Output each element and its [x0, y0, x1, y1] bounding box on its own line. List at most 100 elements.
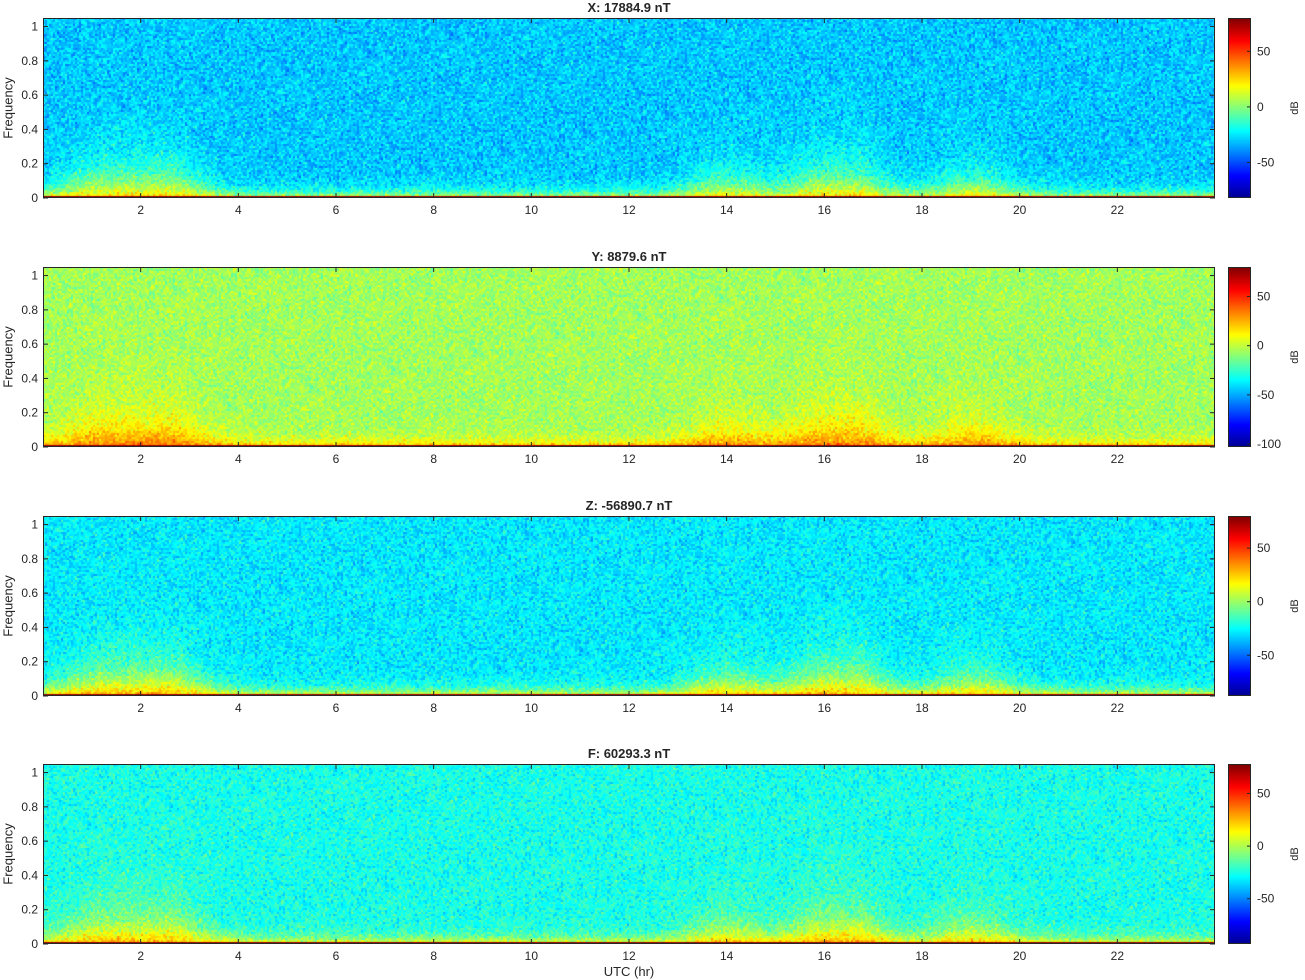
y-tick-label: 0.2: [21, 157, 38, 171]
colorbar-tick-label: 0: [1257, 839, 1264, 853]
y-tick-label: 0: [31, 191, 38, 205]
x-tick-label: 10: [525, 949, 539, 963]
colorbar-frame: [1228, 516, 1251, 696]
colorbar-frame: [1228, 267, 1251, 447]
spectrogram-heatmap: [43, 18, 1215, 198]
colorbar-label: dB: [1289, 847, 1301, 861]
x-tick-label: 18: [915, 949, 929, 963]
x-tick-label: 2: [137, 949, 144, 963]
y-tick-label: 0.6: [21, 88, 38, 102]
x-tick-label: 22: [1111, 203, 1125, 217]
y-tick-label: 0.2: [21, 655, 38, 669]
panel-title: F: 60293.3 nT: [587, 746, 671, 761]
colorbar-tick-label: 0: [1257, 339, 1264, 353]
x-tick-label: 6: [333, 452, 340, 466]
x-tick-label: 20: [1013, 203, 1027, 217]
x-tick-label: 18: [915, 452, 929, 466]
x-tick-label: 12: [622, 701, 636, 715]
y-tick-label: 0.6: [21, 337, 38, 351]
y-axis-label: Frequency: [0, 575, 16, 637]
spectrogram-heatmap: [43, 267, 1215, 447]
colorbar-tick-label: 50: [1257, 290, 1271, 304]
x-tick-label: 20: [1013, 701, 1027, 715]
colorbar-tick-label: 50: [1257, 786, 1271, 800]
x-tick-label: 4: [235, 452, 242, 466]
colorbar-tick-label: -50: [1257, 648, 1275, 662]
colorbar: [1228, 516, 1251, 696]
x-axis-label: UTC (hr): [603, 964, 655, 979]
x-tick-label: 14: [720, 949, 734, 963]
y-tick-label: 0: [31, 937, 38, 951]
y-tick-label: 1: [31, 766, 38, 780]
colorbar-tick-label: -100: [1257, 437, 1281, 451]
y-tick-label: 0: [31, 689, 38, 703]
x-tick-label: 18: [915, 701, 929, 715]
y-tick-label: 0.8: [21, 800, 38, 814]
x-tick-label: 12: [622, 203, 636, 217]
x-tick-label: 8: [430, 701, 437, 715]
x-tick-label: 22: [1111, 701, 1125, 715]
y-tick-label: 0.8: [21, 303, 38, 317]
y-tick-label: 0.6: [21, 586, 38, 600]
y-tick-label: 0: [31, 440, 38, 454]
x-tick-label: 20: [1013, 452, 1027, 466]
colorbar-tick-label: 50: [1257, 44, 1271, 58]
colorbar-tick-label: -50: [1257, 892, 1275, 906]
plot-frame: [43, 267, 1215, 447]
colorbar-frame: [1228, 764, 1251, 944]
x-tick-label: 10: [525, 203, 539, 217]
x-tick-label: 22: [1111, 949, 1125, 963]
y-tick-label: 0.8: [21, 552, 38, 566]
axes-overlay: 2 4 6 8 10 12 14 16 18 20 22 0 0.2 0.4 0.6 0.8 1 -100 -50 0…: [21, 267, 1281, 466]
x-tick-label: 6: [333, 949, 340, 963]
y-tick-label: 0.4: [21, 371, 38, 385]
y-tick-label: 1: [31, 269, 38, 283]
colorbar-label: dB: [1289, 350, 1301, 364]
x-tick-label: 16: [818, 203, 832, 217]
spectrogram-heatmap: [43, 516, 1215, 696]
x-tick-label: 14: [720, 701, 734, 715]
x-tick-label: 18: [915, 203, 929, 217]
x-tick-label: 14: [720, 203, 734, 217]
x-tick-label: 4: [235, 203, 242, 217]
x-tick-label: 4: [235, 949, 242, 963]
colorbar: [1228, 764, 1251, 944]
y-axis-label: Frequency: [0, 326, 16, 388]
colorbar-tick-label: -50: [1257, 388, 1275, 402]
x-tick-label: 8: [430, 203, 437, 217]
axes-overlay: 2 4 6 8 10 12 14 16 18 20 22 0 0.2 0.4 0.6 0.8 1 -50 0 50: [21, 764, 1275, 963]
y-tick-label: 0.6: [21, 834, 38, 848]
y-tick-label: 0.8: [21, 54, 38, 68]
y-tick-label: 0.4: [21, 620, 38, 634]
plot-frame: [43, 18, 1215, 198]
x-tick-label: 20: [1013, 949, 1027, 963]
x-tick-label: 10: [525, 452, 539, 466]
x-tick-label: 2: [137, 701, 144, 715]
plot-frame: [43, 516, 1215, 696]
colorbar-label: dB: [1289, 101, 1301, 115]
y-tick-label: 0.2: [21, 406, 38, 420]
y-axis-label: Frequency: [0, 77, 16, 139]
colorbar-label: dB: [1289, 599, 1301, 613]
colorbar: [1228, 18, 1251, 198]
x-tick-label: 12: [622, 949, 636, 963]
x-tick-label: 16: [818, 949, 832, 963]
spectrogram-heatmap: [43, 764, 1215, 944]
y-tick-label: 0.4: [21, 122, 38, 136]
colorbar-tick-label: 0: [1257, 595, 1264, 609]
plot-frame: [43, 764, 1215, 944]
panel-title: Z: -56890.7 nT: [585, 498, 673, 513]
y-tick-label: 0.4: [21, 868, 38, 882]
x-tick-label: 2: [137, 452, 144, 466]
x-tick-label: 10: [525, 701, 539, 715]
panel-title: X: 17884.9 nT: [587, 0, 671, 15]
y-axis-label: Frequency: [0, 823, 16, 885]
x-tick-label: 8: [430, 949, 437, 963]
panel-title: Y: 8879.6 nT: [591, 249, 667, 264]
colorbar: [1228, 267, 1251, 447]
x-tick-label: 12: [622, 452, 636, 466]
x-tick-label: 14: [720, 452, 734, 466]
colorbar-tick-label: 50: [1257, 541, 1271, 555]
axes-overlay: 2 4 6 8 10 12 14 16 18 20 22 0 0.2 0.4 0.6 0.8 1 -50 0 50: [21, 18, 1275, 217]
